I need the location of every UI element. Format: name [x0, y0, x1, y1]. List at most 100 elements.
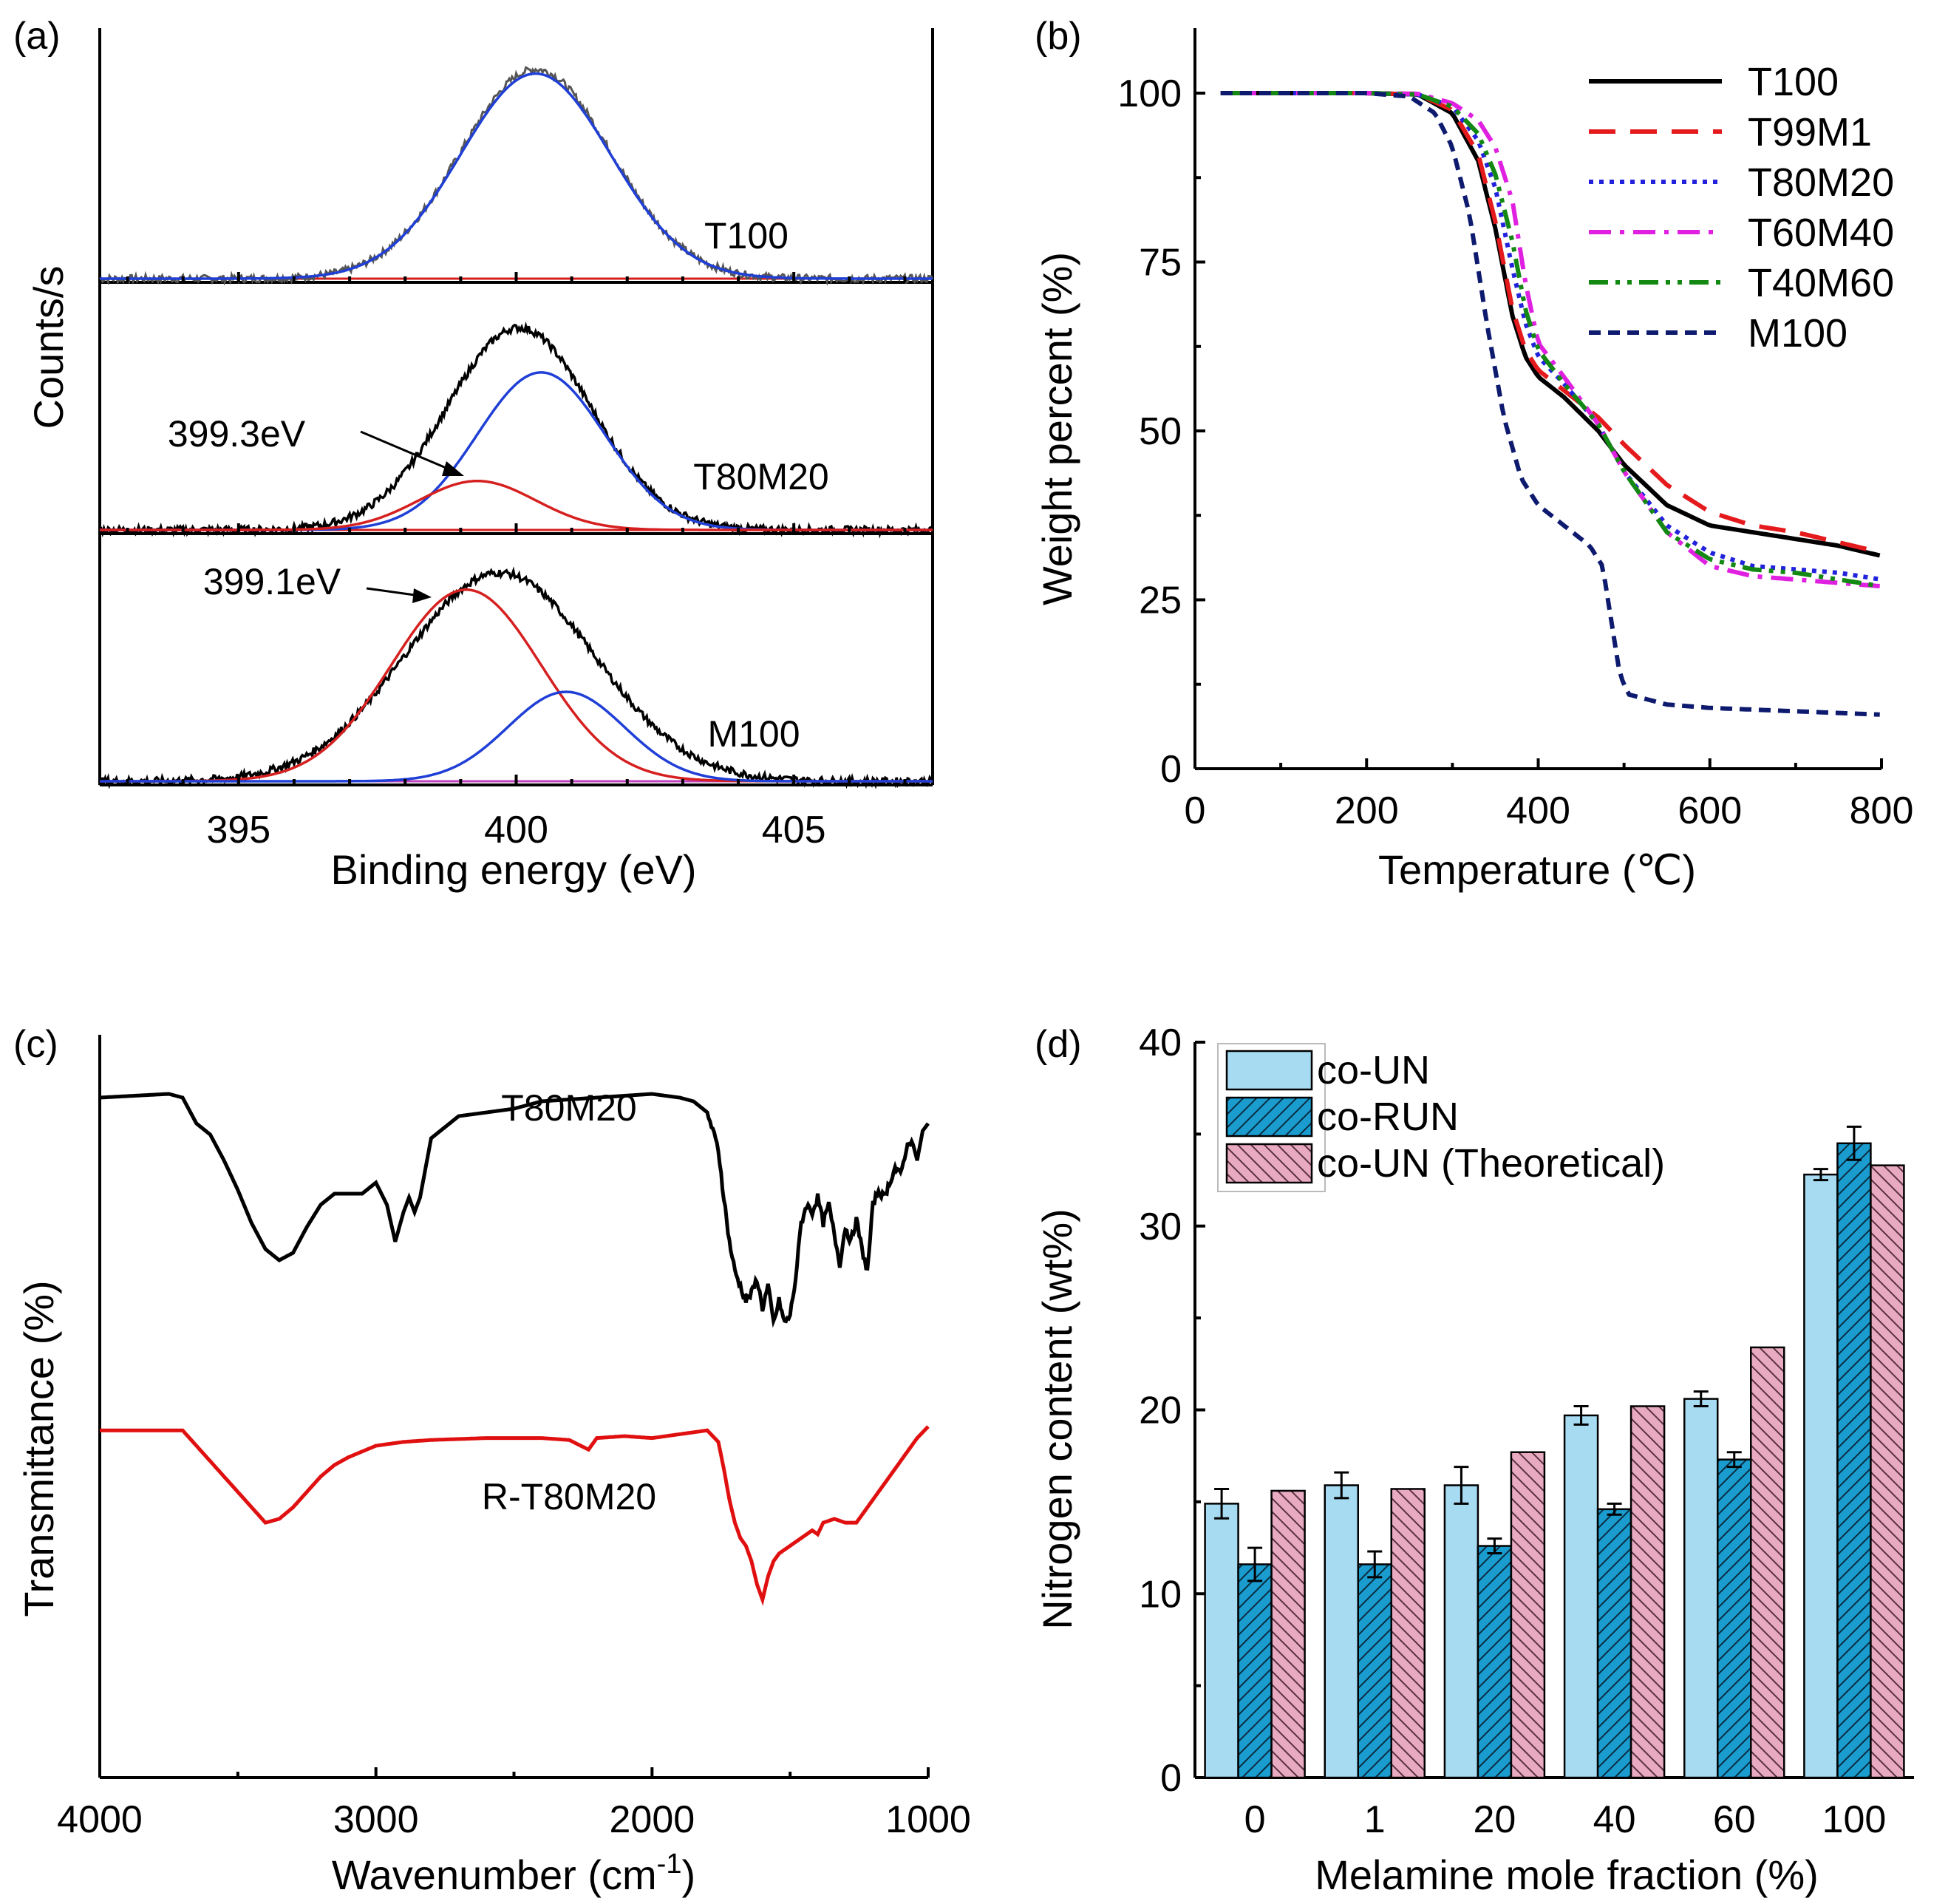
bar-co-run-60	[1717, 1458, 1752, 1779]
xlabel-superscript: -1	[657, 1849, 682, 1880]
bar-co-un-theoretical--20	[1510, 1451, 1546, 1779]
x-tick-label-c: 1000	[885, 1798, 971, 1841]
x-tick-label-b: 800	[1850, 789, 1914, 832]
xlabel-tail: )	[681, 1852, 695, 1898]
bar-co-un-theoretical--1	[1390, 1488, 1426, 1779]
legend-swatch-co-un-theoretical-	[1225, 1143, 1313, 1184]
panel-d-xlabel: Melamine mole fraction (%)	[1315, 1852, 1819, 1898]
panel-c: (c) Transmittance (%) Wavenumber (cm-1) …	[13, 1023, 971, 1898]
panel-d: (d) Nitrogen content (wt%) Melamine mole…	[1034, 1021, 1914, 1898]
panel-b-ylabel: Weight percent (%)	[1034, 252, 1080, 605]
arrowhead-399-1	[412, 588, 432, 603]
bar-co-un-1	[1324, 1484, 1359, 1779]
annotation-399-1ev: 399.1eV	[203, 561, 341, 602]
bar-co-run-1	[1357, 1563, 1392, 1779]
bar-co-un-100	[1803, 1173, 1839, 1779]
x-tick-label-c: 2000	[609, 1798, 695, 1841]
xps-t100-fit-line	[100, 72, 933, 280]
ftir-series-t80m20-line	[99, 1092, 930, 1328]
arrowhead-399-3	[442, 461, 464, 476]
y-tick-label-d: 40	[1139, 1021, 1182, 1064]
legend-swatch-co-un	[1225, 1050, 1313, 1091]
bar-co-un-theoretical--40	[1629, 1405, 1666, 1779]
category-label-d: 20	[1473, 1798, 1516, 1841]
bar-co-un-40	[1563, 1414, 1599, 1779]
x-tick-label-a: 400	[484, 809, 548, 851]
legend-label-t80m20: T80M20	[1748, 160, 1894, 205]
panel-a-tag: (a)	[13, 15, 61, 58]
bar-co-un-theoretical--0	[1270, 1489, 1306, 1779]
xps-m100-n-component-399.1-line	[100, 588, 933, 783]
x-tick-label-b: 0	[1185, 789, 1206, 832]
legend-label-co-un: co-UN	[1317, 1048, 1430, 1092]
legend-label-t100: T100	[1748, 60, 1839, 104]
panel-b-xlabel: Temperature (℃)	[1378, 846, 1696, 893]
panel-a-xticks: 395 400 405	[126, 272, 907, 851]
panel-d-tag: (d)	[1035, 1023, 1082, 1066]
panel-c-axes: 4000 3000 2000 1000	[57, 1035, 971, 1841]
panel-d-ylabel: Nitrogen content (wt%)	[1034, 1208, 1080, 1630]
y-tick-label-b: 75	[1139, 242, 1182, 285]
panel-b-axes: 0 200 400 600 800 0 25 50 75 100	[1117, 28, 1913, 832]
panel-c-series	[99, 1092, 930, 1606]
y-tick-label-b: 50	[1139, 410, 1182, 453]
x-tick-label-a: 405	[762, 809, 826, 851]
panel-d-axes: 0 10 20 30 40 0 1 20 40 60 100	[1139, 1021, 1914, 1841]
panel-a: (a) Counts/s Binding energy (eV) 395 400 4…	[13, 15, 934, 893]
panel-a-xlabel: Binding energy (eV)	[331, 846, 697, 893]
panel-b: (b) Weight percent (%) Temperature (℃) 0…	[1034, 15, 1913, 893]
legend-label-m100: M100	[1748, 311, 1847, 356]
legend-label-t40m60: T40M60	[1748, 261, 1894, 305]
category-label-d: 100	[1822, 1798, 1887, 1841]
bar-co-run-100	[1836, 1142, 1872, 1779]
subplot-label-m100: M100	[707, 713, 800, 755]
y-tick-label-b: 0	[1160, 748, 1182, 791]
panel-d-bars	[1204, 1125, 1905, 1779]
annotation-arrow-399-1	[366, 587, 420, 597]
bar-co-un-20	[1443, 1484, 1479, 1779]
tga-series-t99m1-line	[1220, 91, 1881, 554]
panel-c-ylabel: Transmittance (%)	[16, 1280, 62, 1616]
y-tick-label-d: 30	[1139, 1206, 1182, 1248]
bar-co-un-theoretical--60	[1750, 1346, 1785, 1779]
y-tick-label-d: 0	[1160, 1757, 1182, 1800]
category-label-d: 60	[1713, 1798, 1756, 1841]
tga-series-m100-line	[1220, 91, 1880, 717]
bar-co-run-40	[1596, 1508, 1632, 1779]
legend-label-co-run: co-RUN	[1317, 1095, 1459, 1139]
x-tick-label-b: 400	[1506, 789, 1570, 832]
subplot-label-t80m20: T80M20	[693, 456, 828, 497]
legend-swatch-co-run	[1225, 1096, 1313, 1138]
bar-co-run-0	[1237, 1563, 1273, 1779]
panel-a-axes	[98, 28, 934, 786]
xps-m100-n-component-400.9-line	[100, 690, 933, 783]
y-tick-label-d: 20	[1139, 1390, 1182, 1432]
bar-co-un-60	[1683, 1398, 1719, 1779]
xlabel-main: Wavenumber (cm	[332, 1852, 657, 1898]
subplot-label-t100: T100	[704, 215, 789, 256]
panel-b-tag: (b)	[1035, 15, 1082, 58]
series-label-r-t80m20: R-T80M20	[482, 1476, 656, 1517]
category-label-d: 1	[1364, 1798, 1386, 1841]
y-tick-label-b: 25	[1139, 579, 1182, 622]
tga-series-t40m60-line	[1220, 91, 1881, 588]
panel-b-legend: T100 T99M1 T80M20 T60M40 T40M60 M100	[1589, 60, 1894, 356]
annotation-399-3ev: 399.3eV	[168, 413, 306, 455]
ftir-series-r-t80m20-line	[100, 1425, 930, 1606]
x-tick-label-b: 600	[1678, 789, 1742, 832]
panel-c-tag: (c)	[13, 1023, 58, 1066]
annotation-arrow-399-3	[360, 430, 459, 475]
panel-c-xlabel: Wavenumber (cm-1)	[332, 1849, 695, 1898]
bar-co-un-theoretical--100	[1870, 1164, 1905, 1779]
category-label-d: 0	[1244, 1798, 1266, 1841]
x-tick-label-c: 4000	[57, 1798, 143, 1841]
category-label-d: 40	[1593, 1798, 1636, 1841]
legend-label-t99m1: T99M1	[1748, 110, 1872, 154]
y-tick-label-d: 10	[1139, 1573, 1182, 1616]
bar-co-un-0	[1204, 1503, 1239, 1779]
legend-label-co-un-theoretical-: co-UN (Theoretical)	[1317, 1141, 1665, 1186]
x-tick-label-a: 395	[206, 809, 270, 851]
bar-co-run-20	[1477, 1545, 1513, 1779]
xps-t100-raw-line	[99, 66, 934, 286]
